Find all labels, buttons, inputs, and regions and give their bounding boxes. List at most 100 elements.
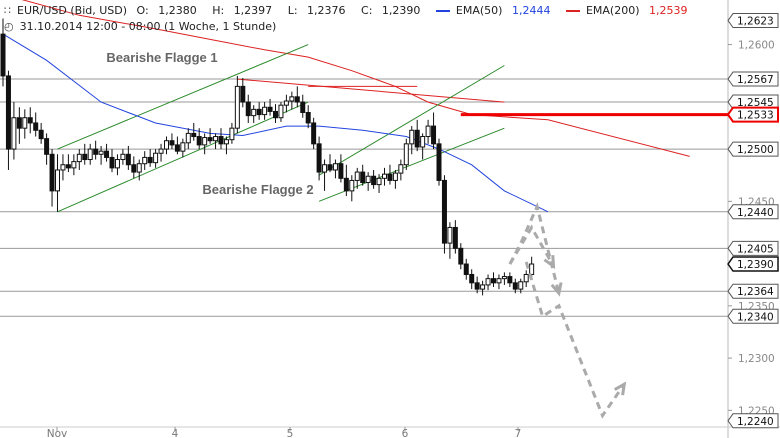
ema200-legend: EMA(200) 1,2539 [565,4,694,17]
candle-body [164,140,169,150]
price-box [727,71,779,87]
forecast-arrowhead [550,282,563,297]
price-box-label: 1,2390 [737,259,774,271]
price-box [727,141,779,157]
candle-body [131,164,137,173]
candle-body [109,156,115,169]
candle-body [327,164,333,171]
candle-body [87,148,93,161]
candle-body [229,127,235,141]
ema200-trendline [237,78,505,103]
candle-body [55,169,60,192]
close-value: 1,2390 [381,4,421,17]
ema50-path [2,33,549,213]
candle-body [16,117,22,129]
candle-body [463,263,469,275]
candle-body [485,278,491,286]
candle-body [11,117,17,150]
clock-icon: ◴ [4,20,14,33]
candle-body [507,276,513,284]
candle-body [256,108,262,116]
forecast-arrows [508,202,627,419]
candle-body [512,282,518,290]
low-value: 1,2376 [307,4,346,17]
ema50-legend-swatch [435,10,450,12]
forecast-path [508,202,561,294]
candle-body [332,163,338,171]
high-label: H: [212,4,225,17]
candle-body [305,112,311,124]
candle-body [480,284,486,290]
candle-body [158,148,164,154]
candlestick-series [0,18,535,296]
y-tick-label: 1,2600 [738,40,775,52]
price-box [726,106,779,123]
price-box [727,413,779,429]
candle-body [213,136,219,142]
candle-body [240,85,246,103]
candle-body [76,153,82,163]
price-box-label: 1,2545 [737,97,774,109]
candle-body [120,153,126,161]
candle-body [469,273,475,284]
candle-body [185,132,191,144]
flag-annotation: Bearishe Flagge 2 [202,182,313,197]
candle-body [414,129,420,148]
candle-body [71,161,77,169]
candle-body [44,138,50,155]
ema50-label: EMA(50) [455,4,503,17]
forecast-path [524,261,626,419]
candle-body [349,179,355,192]
candle-body [218,136,224,145]
chart-type-icon: ∷ [4,4,11,17]
candle-body [491,278,496,284]
x-tick-label: 6 [402,428,409,438]
candle-body [316,143,322,173]
candle-body [501,276,507,280]
candle-body [523,273,529,283]
price-box [727,308,779,324]
x-tick-label: Nov [47,428,68,438]
price-box-label: 1,2567 [737,74,774,86]
candle-body [196,136,202,146]
price-box-label: 1,2340 [737,311,774,323]
flag-annotation: Bearishe Flagge 1 [106,50,217,65]
candle-body [60,164,66,171]
candle-body [267,106,273,112]
candle-body [452,226,458,249]
candle-body [114,159,120,169]
candle-body [382,173,387,179]
instrument-label: EUR/USD (Bid, USD) [17,4,128,17]
candle-body [425,125,431,138]
ema50-legend: EMA(50) 1,2444 [435,4,557,17]
candle-body [474,282,480,290]
candle-body [125,153,131,166]
candle-body [354,171,360,181]
price-box-label: 1,2533 [737,110,774,122]
candle-body [0,33,6,77]
open-value: 1,2380 [158,4,197,17]
candle-body [387,173,393,181]
low-label: L: [287,4,298,17]
price-box-label: 1,2405 [737,243,774,255]
forecast-arrowhead [613,381,627,396]
price-box-label: 1,2623 [737,16,774,28]
candle-body [283,100,289,106]
channel-line [318,65,505,176]
open-label: O: [136,4,149,17]
candle-body [180,142,186,152]
candle-body [289,96,295,102]
period-label: 31.10.2014 12:00 - 08:00 (1 Woche, 1 Stu… [19,20,277,33]
candle-body [496,278,502,284]
candle-body [202,137,208,146]
high-value: 1,2397 [233,4,273,17]
candle-body [262,106,268,116]
candle-body [371,175,377,186]
price-box [727,13,779,29]
candle-body [436,143,442,181]
candle-body [207,137,213,142]
period-row: ◴ 31.10.2014 12:00 - 08:00 (1 Woche, 1 St… [4,20,282,33]
x-tick-label: 5 [287,428,294,438]
candle-body [147,156,153,164]
